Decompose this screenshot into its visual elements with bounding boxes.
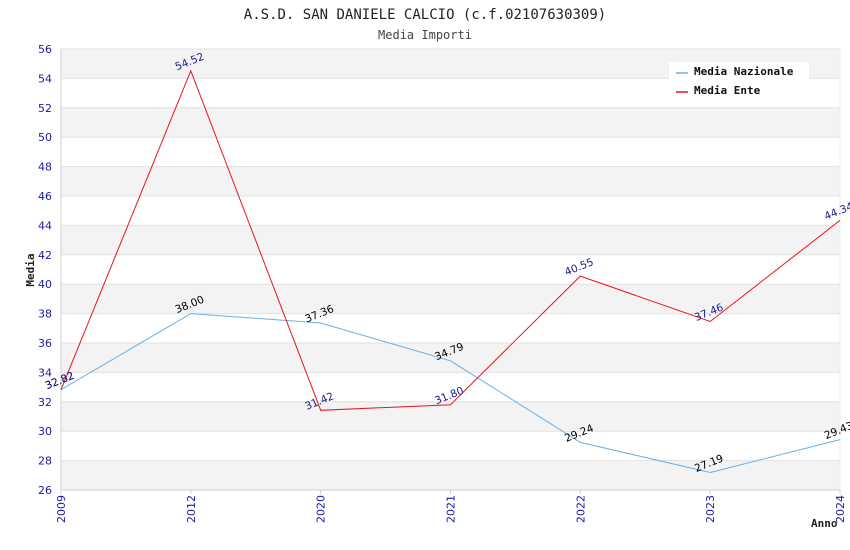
y-tick-label: 42 bbox=[38, 249, 52, 262]
legend-label-nazionale: Media Nazionale bbox=[694, 65, 794, 78]
y-tick-label: 56 bbox=[38, 43, 52, 56]
y-tick-label: 30 bbox=[38, 425, 52, 438]
legend-box bbox=[669, 62, 809, 102]
x-tick-label: 2020 bbox=[315, 495, 328, 523]
y-tick-label: 32 bbox=[38, 396, 52, 409]
y-tick-label: 48 bbox=[38, 161, 52, 174]
y-tick-label: 28 bbox=[38, 455, 52, 468]
x-tick-label: 2012 bbox=[185, 495, 198, 523]
y-tick-labels: 26 28 30 32 34 36 38 40 42 44 46 48 50 52 54 56 bbox=[38, 43, 52, 497]
y-tick-label: 34 bbox=[38, 366, 52, 379]
grid-lines bbox=[61, 48, 840, 491]
x-axis-label: Anno bbox=[811, 517, 838, 530]
axes bbox=[60, 49, 841, 494]
series-lines bbox=[60, 69, 841, 474]
legend-label-ente: Media Ente bbox=[694, 84, 761, 97]
x-tick-label: 2023 bbox=[704, 495, 717, 523]
chart-title: A.S.D. SAN DANIELE CALCIO (c.f.021076303… bbox=[244, 7, 606, 23]
y-tick-label: 38 bbox=[38, 308, 52, 321]
series-line-media-nazionale bbox=[60, 313, 841, 474]
data-label: 40.55 bbox=[563, 256, 595, 278]
grid-bands bbox=[61, 49, 840, 490]
data-label: 44.34 bbox=[823, 200, 850, 223]
x-tick-label: 2024 bbox=[834, 495, 847, 523]
grid-band bbox=[61, 107, 840, 138]
y-tick-label: 40 bbox=[38, 278, 52, 291]
y-axis-label: Media bbox=[24, 253, 37, 286]
y-tick-label: 36 bbox=[38, 337, 52, 350]
chart-subtitle: Media Importi bbox=[378, 28, 472, 42]
grid-band bbox=[61, 460, 840, 490]
x-tick-labels: 2009 2012 2020 2021 2022 2023 2024 bbox=[55, 495, 847, 523]
grid-band bbox=[61, 401, 840, 432]
x-tick-label: 2022 bbox=[574, 495, 587, 523]
y-tick-label: 54 bbox=[38, 72, 52, 85]
series-line-media-ente bbox=[60, 69, 841, 411]
grid-band bbox=[61, 225, 840, 255]
y-tick-label: 26 bbox=[38, 484, 52, 497]
grid-band bbox=[61, 343, 840, 373]
grid-band bbox=[61, 166, 840, 196]
y-tick-label: 44 bbox=[38, 219, 52, 232]
legend: Media Nazionale Media Ente bbox=[669, 62, 809, 102]
grid-band bbox=[61, 284, 840, 314]
y-tick-label: 50 bbox=[38, 131, 52, 144]
y-tick-label: 46 bbox=[38, 190, 52, 203]
y-tick-label: 52 bbox=[38, 102, 52, 115]
x-tick-label: 2021 bbox=[445, 495, 458, 523]
x-tick-label: 2009 bbox=[55, 495, 68, 523]
